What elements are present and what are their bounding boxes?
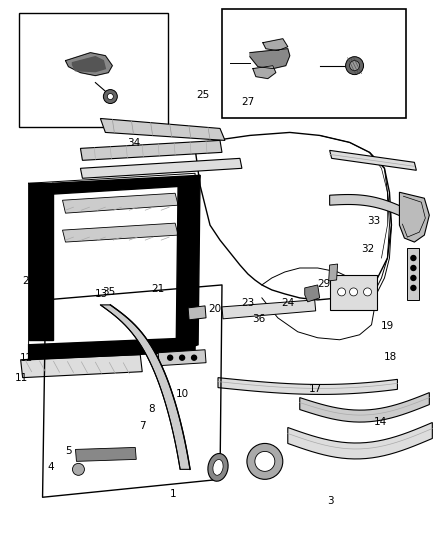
Circle shape: [191, 355, 197, 360]
Text: 12: 12: [19, 353, 33, 363]
Polygon shape: [72, 56, 106, 71]
Polygon shape: [81, 140, 222, 160]
Circle shape: [364, 288, 371, 296]
Polygon shape: [305, 285, 320, 302]
Text: 8: 8: [148, 404, 155, 414]
Polygon shape: [66, 53, 112, 76]
Text: 24: 24: [281, 297, 295, 308]
Polygon shape: [330, 195, 419, 225]
Circle shape: [411, 265, 416, 270]
Polygon shape: [100, 305, 190, 470]
Polygon shape: [42, 285, 222, 497]
Polygon shape: [330, 150, 417, 171]
Polygon shape: [188, 306, 206, 320]
Circle shape: [72, 463, 85, 475]
Polygon shape: [263, 39, 288, 51]
Circle shape: [103, 90, 117, 103]
Text: 17: 17: [308, 384, 321, 394]
Circle shape: [255, 451, 275, 471]
Circle shape: [350, 61, 360, 71]
Text: 29: 29: [317, 279, 330, 288]
Text: 4: 4: [48, 462, 54, 472]
Polygon shape: [100, 118, 225, 140]
Polygon shape: [328, 264, 338, 281]
Circle shape: [180, 355, 184, 360]
Circle shape: [350, 288, 357, 296]
Text: 22: 22: [22, 277, 36, 286]
Polygon shape: [222, 300, 316, 319]
Text: 23: 23: [241, 297, 254, 308]
Text: 3: 3: [327, 496, 334, 506]
Circle shape: [411, 286, 416, 290]
Text: 35: 35: [102, 287, 116, 297]
Bar: [222, 9, 406, 118]
Text: 1: 1: [170, 489, 177, 499]
Circle shape: [168, 355, 173, 360]
Text: 13: 13: [95, 289, 108, 299]
Ellipse shape: [208, 454, 228, 481]
Circle shape: [107, 94, 113, 100]
Ellipse shape: [213, 459, 223, 475]
Polygon shape: [63, 193, 178, 213]
Text: 19: 19: [381, 321, 394, 331]
Polygon shape: [250, 49, 290, 69]
Polygon shape: [50, 175, 200, 194]
Text: 36: 36: [252, 313, 265, 324]
Polygon shape: [158, 350, 206, 366]
Circle shape: [346, 56, 364, 75]
Polygon shape: [300, 393, 429, 422]
Polygon shape: [75, 447, 136, 462]
Polygon shape: [28, 338, 195, 360]
Polygon shape: [21, 355, 142, 378]
Polygon shape: [176, 175, 200, 353]
Text: 21: 21: [151, 284, 165, 294]
Polygon shape: [407, 248, 419, 300]
Text: 34: 34: [127, 138, 141, 148]
Text: 20: 20: [208, 304, 221, 314]
Text: 11: 11: [15, 373, 28, 383]
Polygon shape: [28, 183, 53, 340]
Polygon shape: [399, 192, 429, 242]
Polygon shape: [253, 66, 276, 78]
Polygon shape: [63, 223, 178, 242]
Circle shape: [247, 443, 283, 479]
Polygon shape: [218, 378, 397, 394]
Bar: [19, 13, 168, 127]
Polygon shape: [81, 158, 242, 178]
Text: 18: 18: [384, 352, 397, 362]
Text: 27: 27: [241, 97, 254, 107]
Text: 7: 7: [139, 421, 146, 431]
Text: 5: 5: [65, 447, 72, 456]
Text: 14: 14: [374, 417, 387, 426]
Text: 32: 32: [361, 245, 374, 254]
Circle shape: [338, 288, 346, 296]
Bar: [330, 275, 378, 310]
Text: 25: 25: [196, 91, 209, 100]
Circle shape: [411, 255, 416, 261]
Text: 10: 10: [175, 389, 188, 399]
Polygon shape: [288, 423, 432, 459]
Circle shape: [411, 276, 416, 280]
Text: 33: 33: [367, 216, 381, 227]
